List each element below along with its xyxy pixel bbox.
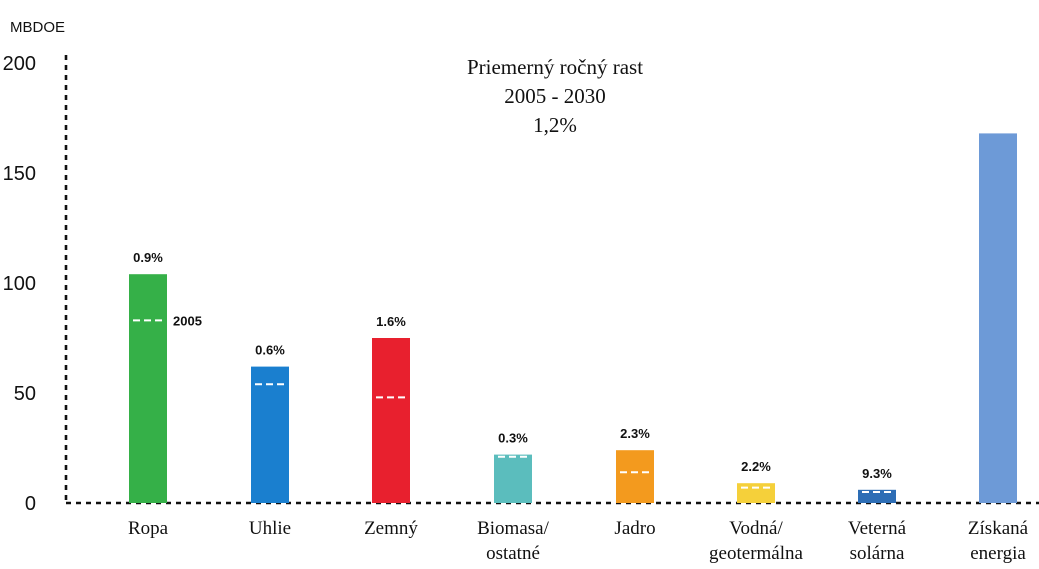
bar [372,338,410,503]
bars [129,133,1017,503]
ref-2005-label: 2005 [173,313,202,328]
bar [737,483,775,503]
y-tick-label: 100 [3,273,36,295]
title-line-1: Priemerný ročný rast [467,55,643,79]
growth-rate-label: 2.3% [620,426,650,441]
x-category-label: solárna [850,543,905,564]
x-category-label: Veterná [848,518,907,539]
bar [129,274,167,503]
growth-rate-label: 0.6% [255,343,285,358]
y-tick-label: 0 [25,493,36,515]
x-category-label: Vodná/ [729,518,783,539]
growth-rate-label: 0.3% [498,431,528,446]
y-tick-label: 200 [3,53,36,75]
growth-rate-label: 9.3% [862,466,892,481]
x-category-label: Uhlie [249,518,291,539]
y-tick-label: 150 [3,163,36,185]
bar [858,489,896,503]
growth-rate-label: 2.2% [741,459,771,474]
x-category-label: Biomasa/ [477,518,549,539]
bar [494,454,532,503]
growth-rate-label: 0.9% [133,250,163,265]
bar [251,366,289,503]
x-category-label: energia [970,543,1026,564]
bar [979,133,1017,503]
x-category-label: Získaná [968,518,1029,539]
y-tick-label: 50 [14,383,36,405]
chart-title: Priemerný ročný rast 2005 - 2030 1,2% [467,55,643,137]
x-category-label: Zemný [364,518,418,539]
x-category-label: Jadro [614,518,655,539]
x-category-label: geotermálna [709,543,803,564]
labels: 0.9% Ropa 0.6% Uhlie 1.6% Zemný 0.3% Biomasa/os… [128,250,1029,564]
x-category-label: Ropa [128,518,169,539]
bar [616,450,654,503]
y-axis-unit-label: MBDOE [10,19,65,36]
title-line-2: 2005 - 2030 [504,84,606,108]
title-line-3: 1,2% [533,113,577,137]
growth-rate-label: 1.6% [376,314,406,329]
x-category-label: ostatné [486,543,540,564]
